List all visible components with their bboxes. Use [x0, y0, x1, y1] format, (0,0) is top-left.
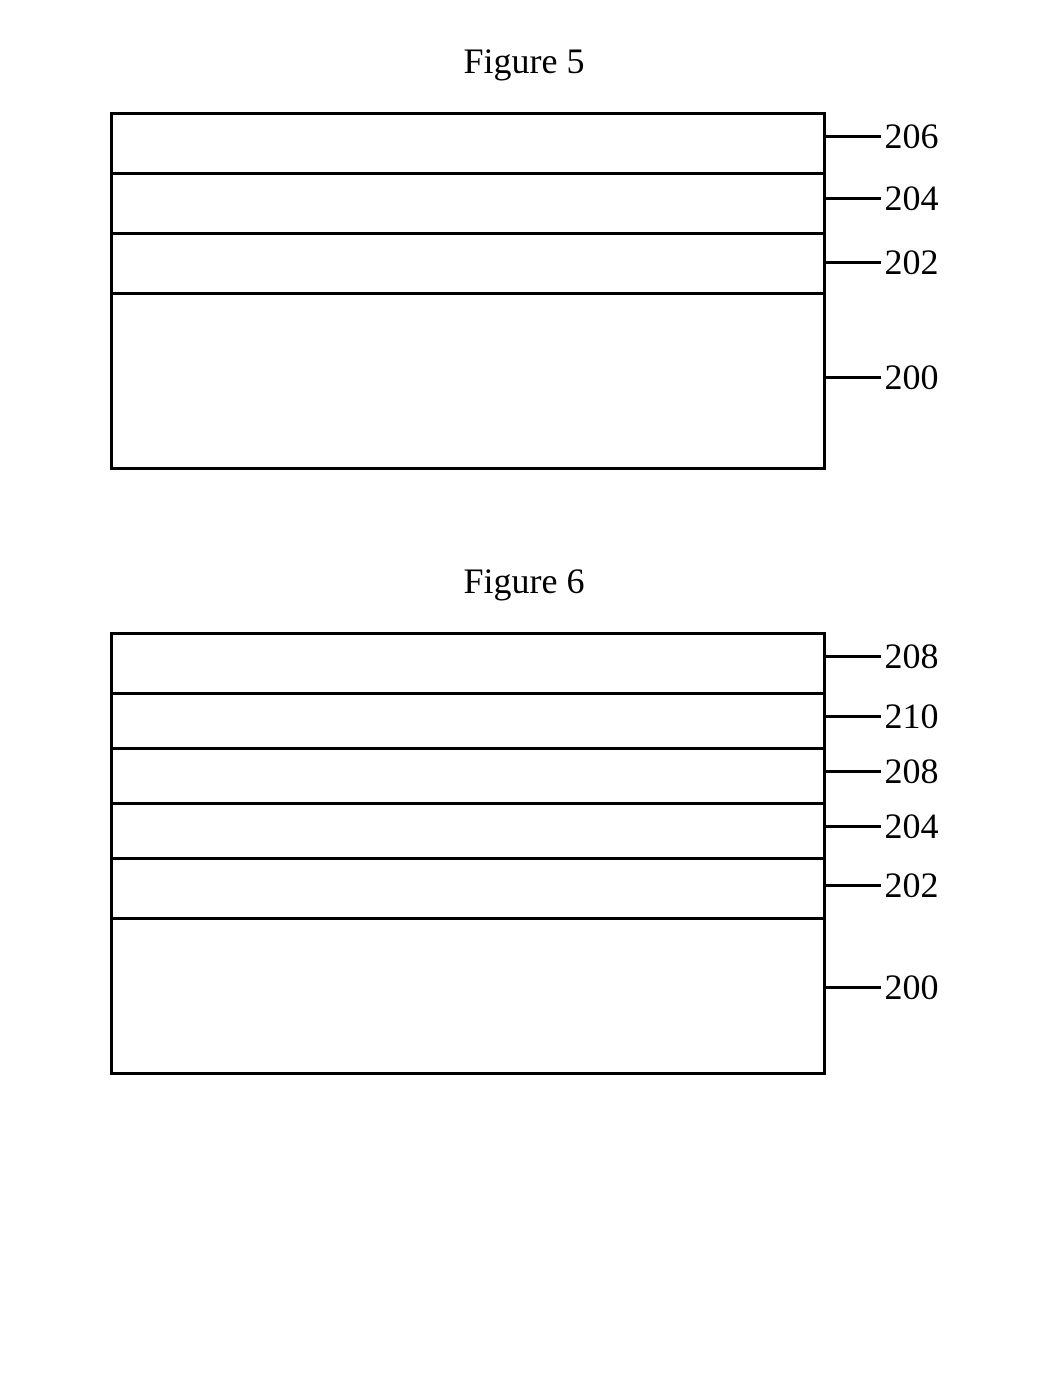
figure-6-body: 208 210 208 204 202 200: [110, 632, 939, 1075]
label-202: 202: [881, 244, 939, 280]
label-210: 210: [881, 698, 939, 734]
leader-line: [826, 655, 881, 658]
label-row: 204: [826, 808, 939, 844]
label-row: 210: [826, 698, 939, 734]
label-204: 204: [881, 180, 939, 216]
leader-line: [826, 197, 881, 200]
layer-200: [113, 917, 823, 1072]
label-208b: 208: [881, 753, 939, 789]
leader-line: [826, 884, 881, 887]
figure-5: Figure 5 206 204 202 200: [40, 40, 1008, 470]
label-row: 200: [826, 359, 939, 395]
layer-210: [113, 692, 823, 747]
label-row: 208: [826, 753, 939, 789]
leader-line: [826, 261, 881, 264]
label-row: 206: [826, 118, 939, 154]
label-204: 204: [881, 808, 939, 844]
leader-line: [826, 770, 881, 773]
layer-208b: [113, 747, 823, 802]
figure-6-stack: [110, 632, 826, 1075]
figure-5-stack: [110, 112, 826, 470]
leader-line: [826, 715, 881, 718]
figure-6: Figure 6 208 210 208 20: [40, 560, 1008, 1075]
figure-6-title: Figure 6: [464, 560, 585, 602]
label-208a: 208: [881, 638, 939, 674]
layer-206: [113, 112, 823, 172]
label-row: 202: [826, 244, 939, 280]
label-row: 204: [826, 180, 939, 216]
layer-204: [113, 172, 823, 232]
label-row: 208: [826, 638, 939, 674]
leader-line: [826, 986, 881, 989]
layer-202: [113, 857, 823, 917]
label-row: 200: [826, 969, 939, 1005]
figure-5-title: Figure 5: [464, 40, 585, 82]
layer-200: [113, 292, 823, 467]
label-row: 202: [826, 867, 939, 903]
label-200: 200: [881, 969, 939, 1005]
label-202: 202: [881, 867, 939, 903]
figure-6-labels: 208 210 208 204 202 200: [826, 632, 939, 1005]
figure-5-body: 206 204 202 200: [110, 112, 939, 470]
figure-5-labels: 206 204 202 200: [826, 112, 939, 395]
leader-line: [826, 376, 881, 379]
label-206: 206: [881, 118, 939, 154]
leader-line: [826, 135, 881, 138]
label-200: 200: [881, 359, 939, 395]
leader-line: [826, 825, 881, 828]
layer-202: [113, 232, 823, 292]
layer-208a: [113, 632, 823, 692]
layer-204: [113, 802, 823, 857]
